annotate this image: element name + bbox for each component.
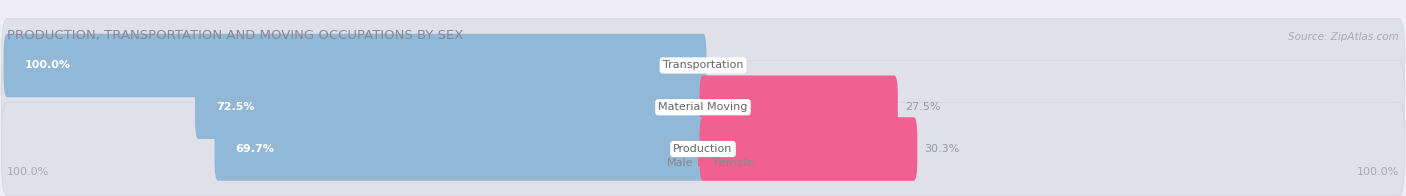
FancyBboxPatch shape bbox=[4, 34, 706, 97]
FancyBboxPatch shape bbox=[700, 75, 898, 139]
Text: Source: ZipAtlas.com: Source: ZipAtlas.com bbox=[1288, 32, 1399, 42]
Legend: Male, Female: Male, Female bbox=[647, 153, 759, 172]
Text: 69.7%: 69.7% bbox=[235, 144, 274, 154]
FancyBboxPatch shape bbox=[1, 60, 1405, 154]
Text: 100.0%: 100.0% bbox=[7, 167, 49, 177]
FancyBboxPatch shape bbox=[215, 117, 706, 181]
Text: 72.5%: 72.5% bbox=[217, 102, 254, 112]
FancyBboxPatch shape bbox=[700, 117, 917, 181]
FancyBboxPatch shape bbox=[1, 102, 1405, 196]
Text: Transportation: Transportation bbox=[662, 60, 744, 70]
FancyBboxPatch shape bbox=[195, 75, 706, 139]
FancyBboxPatch shape bbox=[1, 19, 1405, 112]
Text: 100.0%: 100.0% bbox=[1357, 167, 1399, 177]
Text: 0.0%: 0.0% bbox=[713, 60, 742, 70]
Text: PRODUCTION, TRANSPORTATION AND MOVING OCCUPATIONS BY SEX: PRODUCTION, TRANSPORTATION AND MOVING OC… bbox=[7, 29, 464, 42]
Text: 27.5%: 27.5% bbox=[905, 102, 941, 112]
Text: Material Moving: Material Moving bbox=[658, 102, 748, 112]
Text: 100.0%: 100.0% bbox=[24, 60, 70, 70]
Text: Production: Production bbox=[673, 144, 733, 154]
Text: 30.3%: 30.3% bbox=[924, 144, 959, 154]
